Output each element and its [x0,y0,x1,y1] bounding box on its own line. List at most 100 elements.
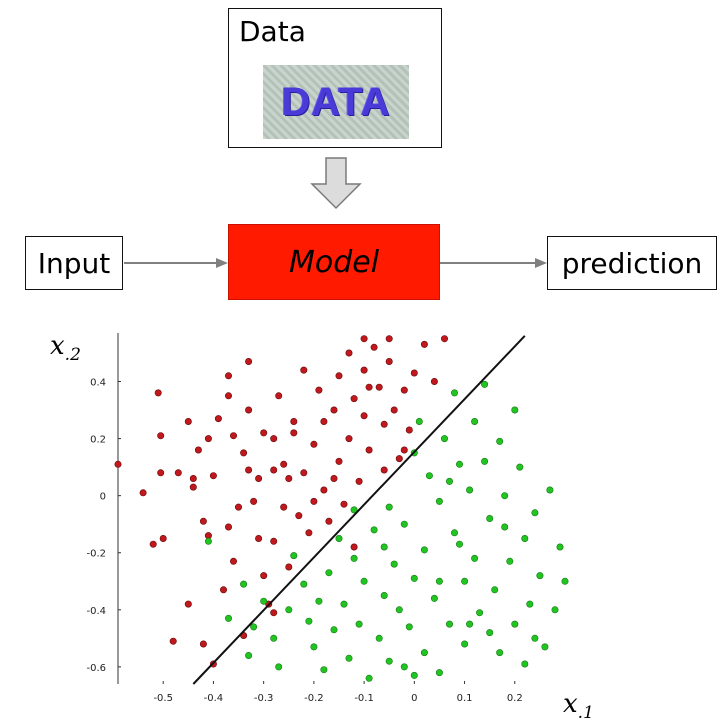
red-class-point [270,466,278,474]
y-tick-label: 0.4 [90,378,106,389]
green-class-point [551,606,559,614]
green-class-point [471,554,479,562]
decision-boundary-line [192,335,526,685]
green-class-point [466,486,474,494]
green-class-point [390,560,398,568]
red-class-point [174,469,182,477]
red-class-point [300,366,308,374]
red-class-point [295,512,303,520]
data-points [114,335,569,682]
x-tick-label: -0.3 [254,693,274,704]
green-class-point [410,671,418,679]
green-class-point [375,634,383,642]
red-class-point [360,335,368,343]
data-box: Data DATA [228,8,442,148]
green-class-point [335,534,343,542]
red-class-point [270,435,278,443]
green-class-point [486,514,494,522]
green-class-point [410,574,418,582]
red-class-point [360,412,368,420]
green-class-point [370,526,378,534]
x-tick-label: -0.1 [354,693,374,704]
green-class-point [380,543,388,551]
model-box: Model [228,224,440,300]
red-class-point [245,406,253,414]
red-class-point [199,517,207,525]
x-tick-label: 0.2 [507,693,523,704]
green-class-point [461,640,469,648]
red-class-point [184,417,192,425]
y-tick-label: -0.4 [86,606,106,617]
red-class-point [325,517,333,525]
x-tick-label: 0.1 [457,693,473,704]
green-class-point [315,597,323,605]
green-class-point [405,623,413,631]
red-class-point [365,383,373,391]
green-class-point [440,435,448,443]
green-class-point [481,380,489,388]
red-class-point [315,386,323,394]
red-class-point [154,389,162,397]
red-class-point [230,557,238,565]
y-ticks: 0.4 0.2 0 -0.2 -0.4 -0.6 [86,378,121,674]
red-class-point [225,372,233,380]
green-class-point [385,503,393,511]
green-class-point [204,537,212,545]
green-class-point [435,497,443,505]
red-class-point [255,474,263,482]
green-class-point [350,554,358,562]
red-class-point [235,503,243,511]
red-class-point [275,392,283,400]
green-class-point [250,623,258,631]
red-class-point [245,466,253,474]
red-class-point [270,537,278,545]
green-class-point [521,660,529,668]
red-class-point [350,543,358,551]
y-tick-label: 0 [100,492,106,503]
red-class-point [400,446,408,454]
red-class-point [395,455,403,463]
green-class-point [526,600,534,608]
red-class-point [365,446,373,454]
green-class-point [300,580,308,588]
red-class-point [149,540,157,548]
red-class-point [335,372,343,380]
red-class-point [114,460,122,468]
red-class-point [330,474,338,482]
red-class-point [159,534,167,542]
prediction-box: prediction [547,236,717,290]
green-class-point [415,417,423,425]
red-class-point [245,357,253,365]
green-class-point [325,569,333,577]
down-arrow-icon [310,157,362,210]
green-class-point [400,663,408,671]
red-class-point [285,563,293,571]
data-image: DATA [263,65,409,139]
green-class-point [466,620,474,628]
red-class-point [400,386,408,394]
green-class-point [380,591,388,599]
red-class-point [310,440,318,448]
red-class-point [230,432,238,440]
green-class-point [541,643,549,651]
green-class-point [340,600,348,608]
green-class-point [305,617,313,625]
red-class-point [420,340,428,348]
green-class-point [425,472,433,480]
y-tick-label: -0.2 [86,549,106,560]
red-class-point [285,474,293,482]
green-class-point [511,406,519,414]
red-class-point [220,586,228,594]
x-ticks: -0.5 -0.4 -0.3 -0.2 -0.1 0 0.1 0.2 [153,681,523,704]
green-class-point [360,577,368,585]
green-class-point [516,463,524,471]
red-class-point [330,406,338,414]
red-class-point [280,460,288,468]
green-class-point [531,509,539,517]
red-class-point [250,497,258,505]
red-class-point [430,377,438,385]
red-class-point [139,489,147,497]
x-tick-label: 0 [411,693,417,704]
red-class-point [320,486,328,494]
red-class-point [225,392,233,400]
